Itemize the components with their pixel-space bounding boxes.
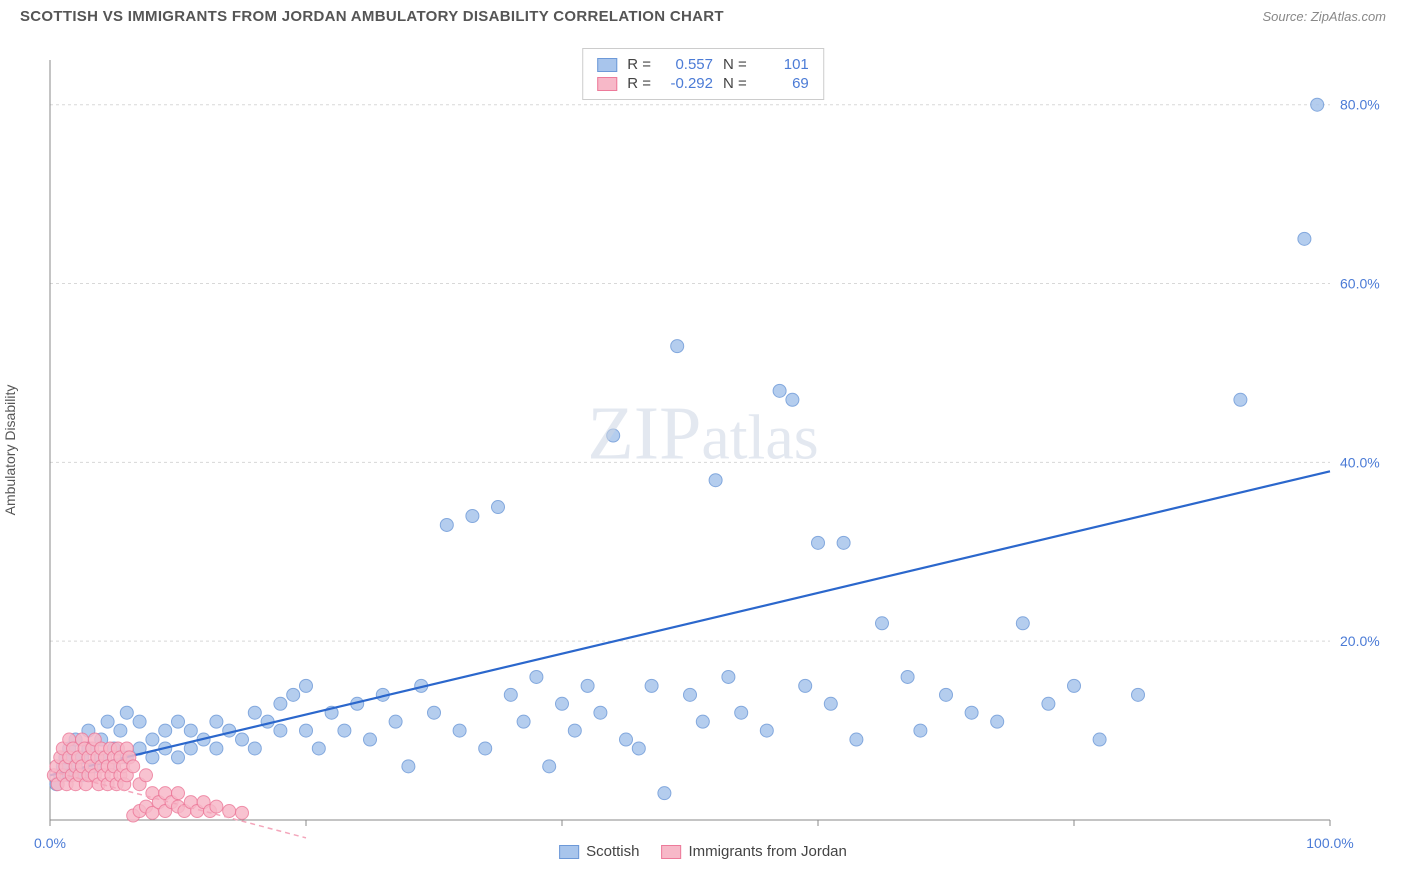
r-value: 0.557 bbox=[661, 56, 713, 73]
scatter-chart: 20.0% 40.0% 60.0% 80.0% 0.0% 100.0% bbox=[20, 40, 1386, 860]
series-legend-item: Scottish bbox=[559, 843, 639, 860]
stats-legend: R = 0.557 N = 101 R = -0.292 N = 69 bbox=[582, 48, 824, 100]
y-axis-label: Ambulatory Disability bbox=[2, 385, 18, 516]
legend-swatch bbox=[597, 58, 617, 72]
svg-text:40.0%: 40.0% bbox=[1340, 454, 1380, 470]
series-label: Scottish bbox=[586, 843, 639, 860]
r-label: R = bbox=[627, 75, 651, 92]
chart-container: Ambulatory Disability ZIPatlas 20.0%40.0… bbox=[20, 40, 1386, 860]
svg-text:60.0%: 60.0% bbox=[1340, 276, 1380, 292]
r-value: -0.292 bbox=[661, 75, 713, 92]
source-attribution: Source: ZipAtlas.com bbox=[1262, 9, 1386, 24]
chart-title: SCOTTISH VS IMMIGRANTS FROM JORDAN AMBUL… bbox=[20, 8, 724, 25]
legend-swatch bbox=[661, 845, 681, 859]
svg-text:20.0%: 20.0% bbox=[1340, 633, 1380, 649]
n-value: 69 bbox=[757, 75, 809, 92]
n-label: N = bbox=[723, 56, 747, 73]
legend-swatch bbox=[559, 845, 579, 859]
svg-text:80.0%: 80.0% bbox=[1340, 97, 1380, 113]
series-legend: Scottish Immigrants from Jordan bbox=[559, 843, 847, 860]
n-value: 101 bbox=[757, 56, 809, 73]
series-label: Immigrants from Jordan bbox=[688, 843, 846, 860]
r-label: R = bbox=[627, 56, 651, 73]
svg-text:0.0%: 0.0% bbox=[34, 835, 66, 851]
stats-legend-row: R = -0.292 N = 69 bbox=[597, 74, 809, 93]
n-label: N = bbox=[723, 75, 747, 92]
legend-swatch bbox=[597, 77, 617, 91]
stats-legend-row: R = 0.557 N = 101 bbox=[597, 55, 809, 74]
svg-text:100.0%: 100.0% bbox=[1306, 835, 1353, 851]
series-legend-item: Immigrants from Jordan bbox=[661, 843, 846, 860]
